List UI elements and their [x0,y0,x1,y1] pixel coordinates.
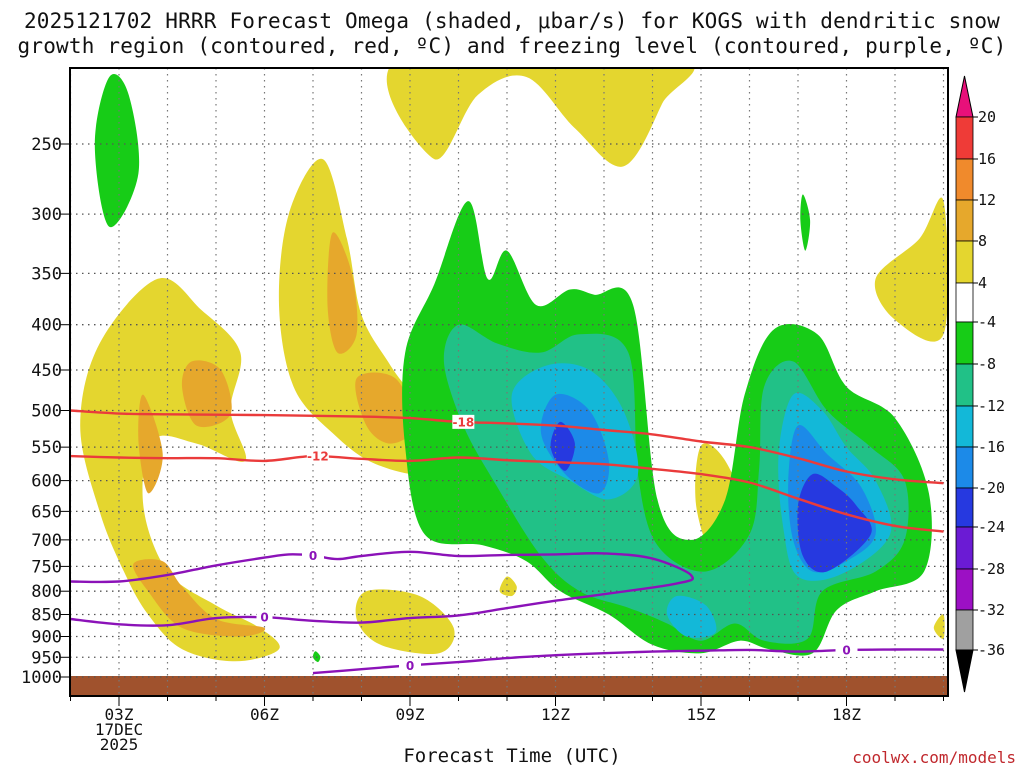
x-tick-label-3-1: 17DEC [95,720,143,739]
dgz-label-1-bg [306,449,329,464]
y-axis: 2503003504004505005506006507007508008509… [21,135,70,688]
omega-region-3 [386,68,695,167]
omega-region-20 [797,473,872,573]
x-tick-label-15-0: 15Z [687,705,716,724]
x-tick-label-6-0: 06Z [250,705,279,724]
omega-region-17 [540,393,610,494]
y-tick-label-750: 750 [31,557,62,577]
y-tick-label-350: 350 [31,264,62,284]
freezing-label-1a-bg [399,658,421,673]
ground-band [70,676,948,696]
y-tick-label-650: 650 [31,502,62,522]
colorbar-label-12: -32 [978,601,1005,619]
x-tick-label-3-2: 2025 [100,735,139,754]
dgz-contour-0 [70,409,944,485]
colorbar-segment-9 [955,487,974,528]
colorbar-label-9: -20 [978,479,1005,497]
y-tick-label-550: 550 [31,438,62,458]
chart-title-line-1: 2025121702 HRRR Forecast Omega (shaded, … [23,9,1001,33]
y-tick-label-1000: 1000 [21,668,62,688]
omega-region-0 [80,277,280,662]
y-tick-label-850: 850 [31,606,62,626]
omega-shading [80,68,948,663]
colorbar-segment-6 [955,363,974,407]
y-tick-label-800: 800 [31,582,62,602]
colorbar-label-5: -4 [978,313,996,331]
colorbar-top-arrow [955,75,974,118]
freezing-label-0b-bg [256,610,273,625]
omega-region-24 [933,614,945,639]
colorbar-segment-3 [955,240,974,284]
x-axis-label: Forecast Time (UTC) [403,745,621,767]
omega-region-5 [874,197,948,342]
omega-region-2 [355,589,455,654]
y-tick-label-300: 300 [31,205,62,225]
omega-region-21 [800,194,811,251]
omega-region-8 [133,559,266,637]
colorbar-label-4: 4 [978,274,987,292]
dgz-label-0: -18 [453,415,475,429]
colorbar-label-7: -12 [978,397,1005,415]
colorbar-label-1: 16 [978,150,996,168]
colorbar-segment-7 [955,405,974,448]
colorbar-segment-1 [955,158,974,201]
dgz-contour-1 [70,454,944,533]
site-credit[interactable]: coolwx.com/models [852,748,1016,767]
colorbar-segment-8 [955,446,974,489]
colorbar: 20 16 12 8 4 -4 -8 -12 -16 -20 -24 -28 -32 -36 [955,75,1005,693]
colorbar-segment-4 [955,282,974,323]
colorbar-label-2: 12 [978,191,996,209]
contour-labels: -18 -12 0 0 0 0 [256,414,858,673]
colorbar-segment-11 [955,568,974,611]
plot-frame [69,67,949,697]
omega-region-11 [94,74,140,228]
omega-region-9 [327,232,358,354]
freezing-label-0a: 0 [309,549,317,563]
omega-region-10 [355,372,415,444]
freezing-label-1a: 0 [406,659,414,673]
omega-region-7 [181,360,232,428]
colorbar-label-0: 20 [978,108,996,126]
omega-region-6 [138,394,163,494]
freezing-label-1b: 0 [842,643,850,657]
y-tick-label-700: 700 [31,531,62,551]
x-tick-label-12-0: 12Z [541,705,570,724]
y-tick-label-500: 500 [31,402,62,422]
y-tick-label-250: 250 [31,135,62,155]
colorbar-label-3: 8 [978,232,987,250]
ground-layer [70,676,948,696]
x-tick-label-18-0: 18Z [832,705,861,724]
freezing-label-1b-bg [835,642,858,657]
colorbar-label-11: -28 [978,560,1005,578]
colorbar-label-8: -16 [978,438,1005,456]
colorbar-label-13: -36 [978,641,1005,659]
omega-region-16 [666,595,717,638]
colorbar-bottom-arrow [955,649,974,693]
colorbar-segment-10 [955,526,974,570]
y-tick-label-400: 400 [31,316,62,336]
colorbar-label-6: -8 [978,355,996,373]
omega-region-19 [550,421,575,471]
chart-title-line-2: growth region (contoured, red, ºC) and f… [17,34,1007,58]
freezing-label-0b: 0 [260,611,268,625]
colorbar-label-10: -24 [978,518,1005,536]
grid-lines [69,68,948,696]
y-tick-label-900: 900 [31,627,62,647]
colorbar-segment-0 [955,116,974,160]
y-tick-label-950: 950 [31,648,62,668]
colorbar-segment-2 [955,199,974,242]
freezing-contour-0 [70,550,694,627]
freezing-label-0a-bg [302,548,324,563]
colorbar-segment-12 [955,609,974,651]
y-tick-label-450: 450 [31,361,62,381]
dgz-label-1: -12 [307,450,329,464]
colorbar-segment-5 [955,321,974,365]
y-tick-label-600: 600 [31,472,62,492]
dgz-label-0-bg [452,414,475,429]
x-tick-label-3-0: 03Z [105,705,134,724]
x-tick-label-9-0: 09Z [396,705,425,724]
omega-region-23 [499,576,517,597]
